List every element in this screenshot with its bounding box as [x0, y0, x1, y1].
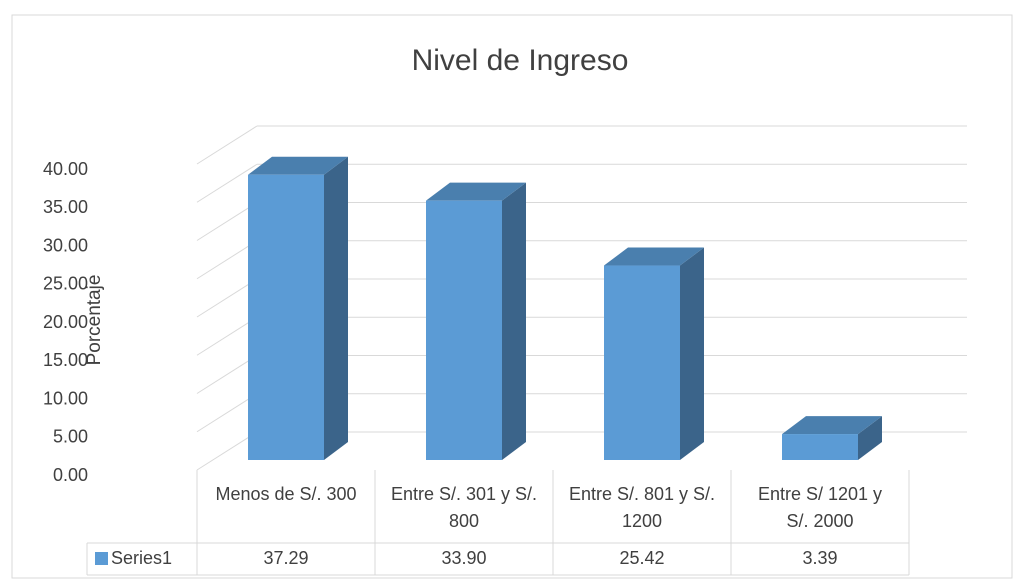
- x-tick-label: Menos de S/. 300: [215, 484, 357, 504]
- bar-side: [858, 416, 882, 460]
- bar-top: [782, 416, 882, 435]
- table-value: 3.39: [802, 548, 837, 568]
- grid-line: [196, 163, 258, 203]
- x-tick-label: Entre S/ 1201 y S/. 2000: [757, 484, 883, 531]
- bar-side: [502, 182, 526, 461]
- table-value: 33.90: [441, 548, 486, 568]
- bar: [426, 200, 502, 461]
- y-tick-label: 0.00: [53, 465, 88, 485]
- x-tick-label: Entre S/. 301 y S/. 800: [390, 484, 538, 531]
- y-tick-label: 40.00: [43, 159, 88, 179]
- grid-line: [196, 393, 258, 433]
- bar: [604, 265, 680, 460]
- grid-line: [196, 202, 258, 241]
- chart-title: Nivel de Ingreso: [412, 44, 629, 77]
- grid-line: [196, 431, 258, 471]
- bar-side: [324, 156, 348, 460]
- grid-line: [196, 355, 258, 394]
- bar-side: [680, 247, 704, 460]
- y-tick-label: 15.00: [43, 350, 88, 370]
- y-tick-label: 20.00: [43, 312, 88, 332]
- bar: [248, 174, 324, 460]
- table-value: 37.29: [263, 548, 308, 568]
- grid-line: [196, 278, 258, 318]
- legend-swatch: [95, 552, 108, 565]
- y-tick-label: 30.00: [43, 235, 88, 255]
- grid-line: [196, 125, 258, 165]
- table-value: 25.42: [619, 548, 664, 568]
- y-tick-label: 25.00: [43, 274, 88, 294]
- y-tick-label: 35.00: [43, 197, 88, 217]
- y-axis-label: Porcentaje: [84, 275, 105, 366]
- bar-top: [604, 247, 704, 266]
- grid-line: [196, 240, 258, 280]
- grid-line: [196, 316, 258, 356]
- legend-label: Series1: [111, 548, 172, 568]
- bar: [782, 434, 858, 460]
- bar-top: [426, 182, 526, 201]
- y-tick-label: 5.00: [53, 427, 88, 447]
- x-tick-label: Entre S/. 801 y S/. 1200: [568, 484, 716, 531]
- bar-top: [248, 156, 348, 175]
- y-tick-label: 10.00: [43, 388, 88, 408]
